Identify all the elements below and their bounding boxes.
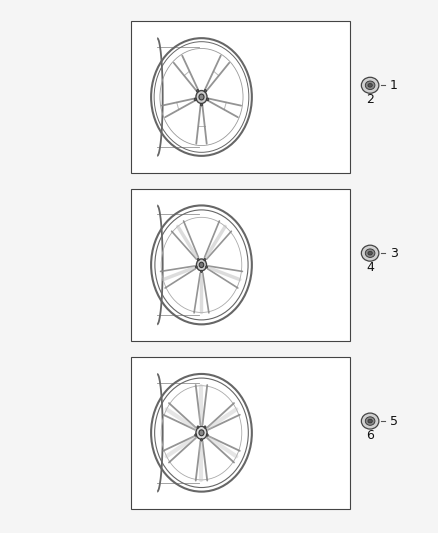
- Ellipse shape: [199, 430, 204, 436]
- Text: 6: 6: [366, 429, 374, 442]
- Ellipse shape: [368, 419, 372, 423]
- Circle shape: [194, 98, 196, 101]
- Text: 3: 3: [390, 247, 398, 260]
- Bar: [131, 189, 350, 341]
- Circle shape: [207, 98, 209, 101]
- Circle shape: [206, 434, 208, 436]
- Ellipse shape: [196, 91, 207, 103]
- Text: 5: 5: [390, 415, 398, 427]
- Ellipse shape: [196, 259, 207, 271]
- Ellipse shape: [365, 417, 375, 425]
- Text: 2: 2: [366, 93, 374, 106]
- Ellipse shape: [199, 94, 204, 100]
- Circle shape: [197, 259, 199, 261]
- Ellipse shape: [196, 426, 207, 439]
- Circle shape: [204, 90, 206, 92]
- Circle shape: [197, 90, 199, 92]
- Text: 1: 1: [390, 79, 398, 92]
- Ellipse shape: [199, 262, 204, 268]
- Ellipse shape: [361, 413, 379, 429]
- Ellipse shape: [361, 245, 379, 261]
- Ellipse shape: [368, 252, 372, 255]
- Bar: [131, 21, 350, 173]
- Bar: [131, 357, 350, 509]
- Ellipse shape: [365, 81, 375, 90]
- Circle shape: [195, 265, 197, 268]
- Circle shape: [204, 259, 206, 261]
- Ellipse shape: [368, 84, 372, 87]
- Ellipse shape: [365, 249, 375, 257]
- Circle shape: [201, 439, 202, 441]
- Circle shape: [204, 426, 206, 429]
- Circle shape: [195, 434, 197, 436]
- Circle shape: [200, 103, 203, 106]
- Circle shape: [201, 270, 202, 273]
- Circle shape: [197, 426, 199, 429]
- Circle shape: [206, 265, 208, 268]
- Text: 4: 4: [366, 261, 374, 274]
- Ellipse shape: [361, 77, 379, 93]
